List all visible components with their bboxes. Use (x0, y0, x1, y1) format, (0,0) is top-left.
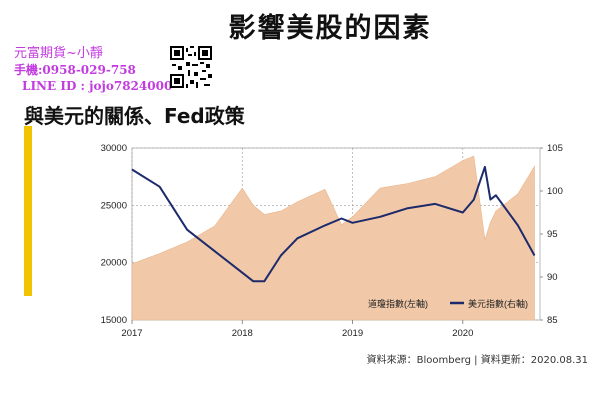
y-right-tick-label: 85 (547, 315, 558, 326)
chart-svg: 15000 20000 25000 30000 85 90 95 100 105 2017 2018… (86, 132, 591, 348)
legend-label-dxy: 美元指數(右軸) (468, 298, 528, 309)
y-left-tick-label: 20000 (101, 258, 127, 269)
legend-label-dow: 道瓊指數(左軸) (368, 298, 428, 309)
y-right-tick-label: 90 (547, 272, 558, 283)
legend-swatch-area (354, 299, 364, 307)
source-note: 資料來源：Bloomberg | 資料更新：2020.08.31 (366, 355, 588, 366)
chart-container: 15000 20000 25000 30000 85 90 95 100 105 2017 2018… (86, 132, 591, 348)
y-left-tick-label: 30000 (101, 143, 127, 154)
legend: 道瓊指數(左軸) 美元指數(右軸) (354, 298, 528, 309)
accent-bar (24, 126, 32, 296)
x-tick-label: 2019 (342, 328, 363, 339)
y-left-tick-label: 25000 (101, 200, 127, 211)
y-left-tick-label: 15000 (101, 315, 127, 326)
series-area-dow (131, 155, 535, 321)
axes-layer: 15000 20000 25000 30000 85 90 95 100 105 2017 2018… (101, 143, 563, 339)
series-line-dxy (131, 165, 536, 283)
y-right-tick-label: 100 (547, 186, 563, 197)
contact-line-id: LINE ID : jojo7824000 (22, 79, 173, 93)
x-tick-label: 2017 (121, 328, 142, 339)
slide-title: 影響美股的因素 (228, 13, 432, 44)
qr-code-icon (170, 46, 212, 88)
x-tick-label: 2020 (452, 328, 473, 339)
contact-name: 元富期貨~小靜 (14, 46, 103, 61)
contact-phone: 手機:0958-029-758 (14, 63, 136, 77)
slide-subtitle: 與美元的關係、Fed政策 (24, 104, 245, 128)
data-points-layer (131, 156, 535, 282)
x-tick-label: 2018 (232, 328, 253, 339)
contact-block: 元富期貨~小靜 手機:0958-029-758 LINE ID : jojo78… (14, 46, 172, 94)
y-right-tick-label: 105 (547, 143, 563, 154)
y-right-tick-label: 95 (547, 229, 558, 240)
